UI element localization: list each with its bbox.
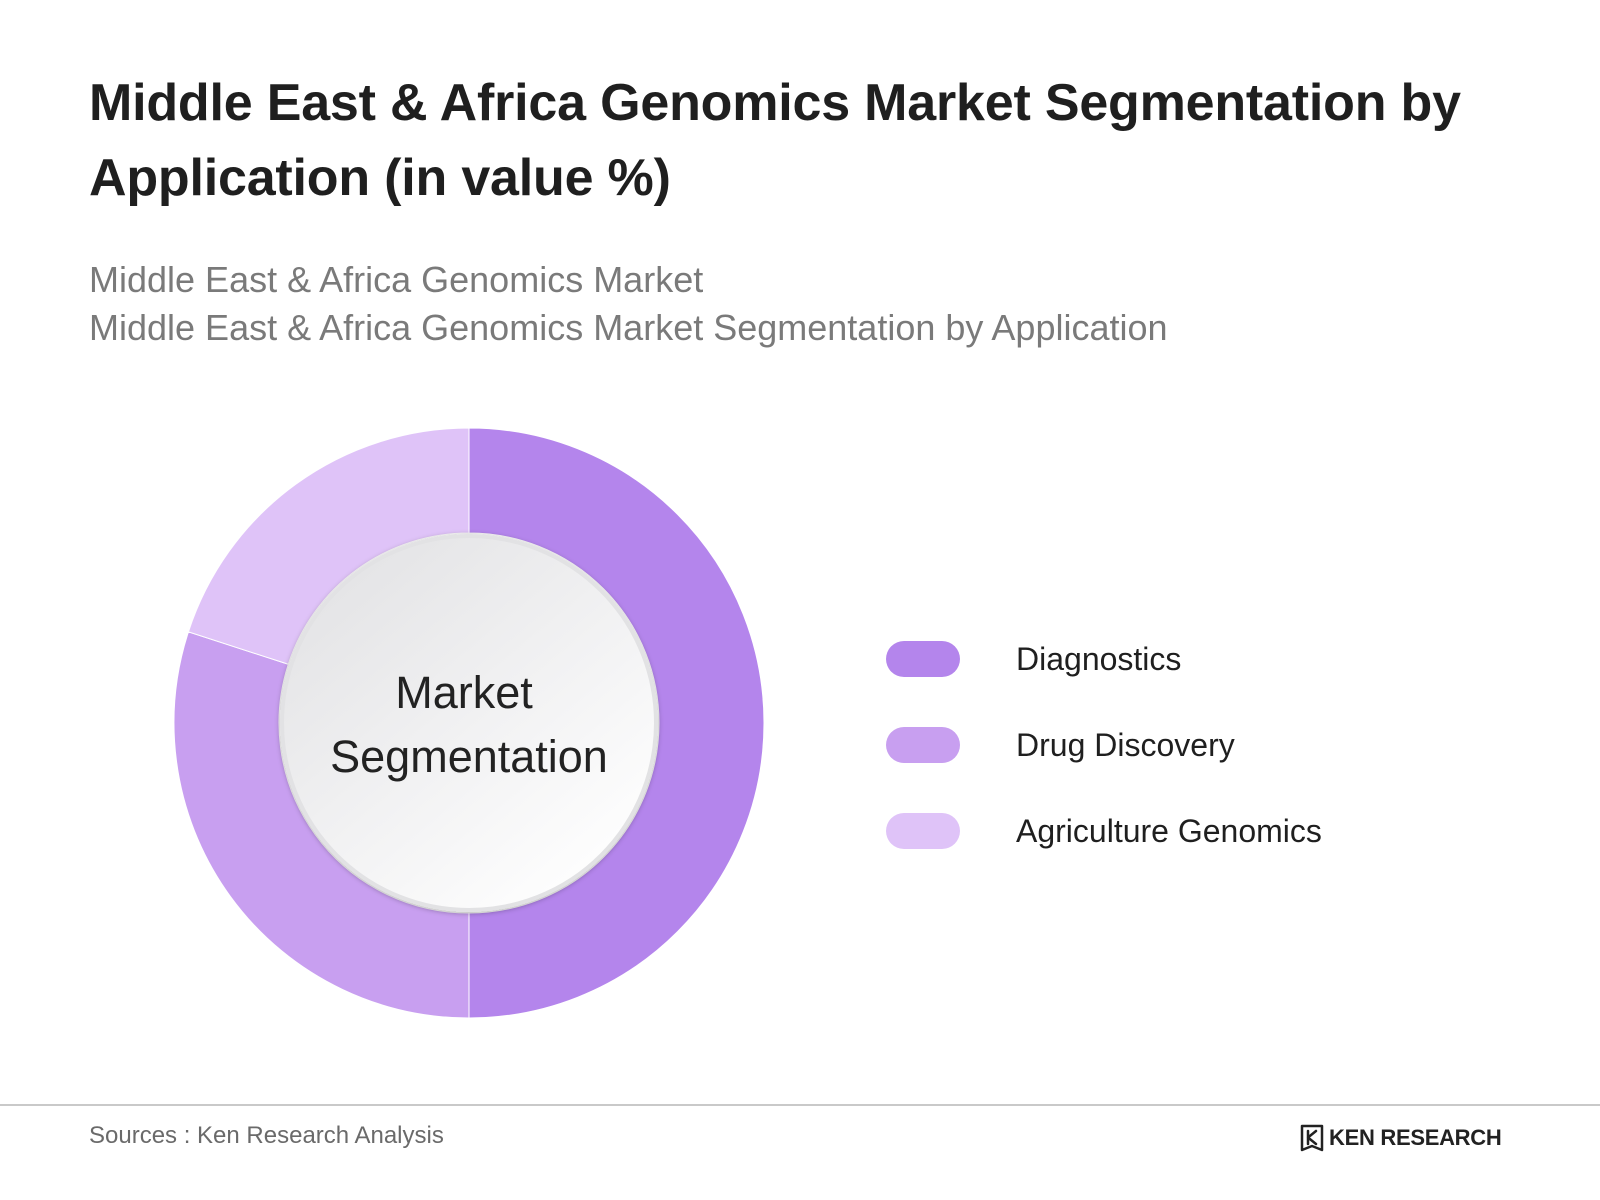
- legend-swatch-drug-discovery: [886, 727, 960, 763]
- chart-title: Middle East & Africa Genomics Market Seg…: [89, 74, 1461, 207]
- brand-logo: KEN RESEARCH: [1300, 1124, 1502, 1152]
- donut-slice-diagnostics: [468, 427, 765, 1019]
- legend-label-drug-discovery: Drug Discovery: [1016, 727, 1235, 763]
- donut-slices: [173, 427, 765, 1019]
- legend-swatch-agriculture-genomics: [886, 813, 960, 849]
- legend-label-agriculture-genomics: Agriculture Genomics: [1016, 813, 1322, 849]
- center-label-line-1: Market: [395, 667, 533, 718]
- chart-subtitle-segmentation: Middle East & Africa Genomics Market Seg…: [89, 307, 1168, 348]
- sources-note: Sources : Ken Research Analysis: [89, 1122, 444, 1149]
- footer-divider: [0, 1104, 1600, 1106]
- donut-center-disc: [280, 534, 658, 912]
- legend-label-diagnostics: Diagnostics: [1016, 641, 1182, 677]
- ken-research-logo-icon: [1300, 1124, 1324, 1152]
- brand-name: KEN RESEARCH: [1329, 1125, 1502, 1150]
- donut-slice-drug-discovery: [173, 631, 470, 1019]
- legend-swatch-diagnostics: [886, 641, 960, 677]
- chart-subtitle-market: Middle East & Africa Genomics Market: [89, 259, 704, 300]
- donut-slice-agriculture-genomics: [187, 427, 470, 665]
- center-label-line-2: Segmentation: [330, 731, 608, 782]
